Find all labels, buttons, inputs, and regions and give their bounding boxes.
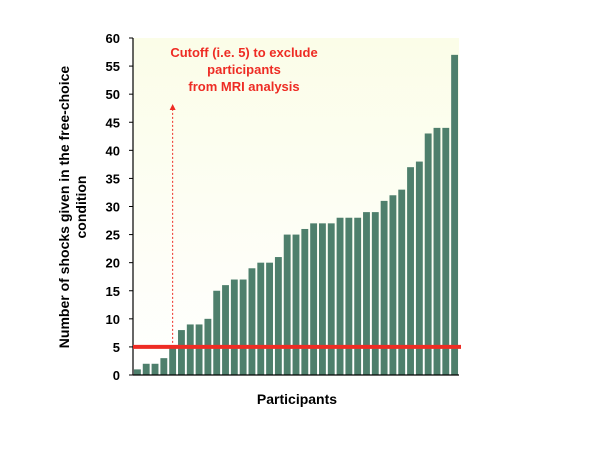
bar-27 <box>363 212 370 375</box>
bar-29 <box>380 200 388 375</box>
bar-32 <box>407 167 414 375</box>
y-tick-label-10: 10 <box>106 312 120 327</box>
y-tick-label-60: 60 <box>106 31 120 46</box>
bar-12 <box>230 279 238 375</box>
y-axis-ticks: 0 5 10 15 20 25 30 35 40 45 50 55 60 <box>106 31 133 383</box>
y-tick-label-0: 0 <box>113 368 120 383</box>
y-tick-label-55: 55 <box>106 59 120 74</box>
bar-35 <box>433 127 441 376</box>
bar-26 <box>354 217 362 375</box>
bar-22 <box>319 223 326 375</box>
bar-17 <box>274 257 282 375</box>
bar-20 <box>301 228 309 375</box>
bar-7 <box>186 324 194 375</box>
y-axis-title-line-1: Number of shocks given in the free-choic… <box>56 66 72 349</box>
bar-18 <box>283 234 291 375</box>
bar-31 <box>398 189 406 375</box>
cutoff-annotation-line-1: Cutoff (i.e. 5) to exclude <box>170 45 317 60</box>
y-tick-label-45: 45 <box>106 115 120 130</box>
y-tick-label-50: 50 <box>106 87 120 102</box>
bar-1 <box>133 369 141 375</box>
bar-5 <box>169 346 177 375</box>
bar-4 <box>160 358 168 375</box>
y-axis-title-line-2: condition <box>73 176 89 239</box>
bar-19 <box>292 234 300 375</box>
bar-37 <box>451 54 459 375</box>
x-axis-title: Participants <box>257 391 337 407</box>
y-tick-label-20: 20 <box>106 256 120 271</box>
y-tick-label-15: 15 <box>106 284 120 299</box>
bar-8 <box>195 324 203 375</box>
bar-3 <box>151 363 159 375</box>
y-tick-label-5: 5 <box>113 340 120 355</box>
bar-11 <box>222 285 229 375</box>
bar-30 <box>389 195 397 375</box>
bar-6 <box>178 330 185 375</box>
bar-36 <box>442 127 450 376</box>
y-tick-label-25: 25 <box>106 228 120 243</box>
bar-23 <box>327 223 335 375</box>
bar-10 <box>213 290 221 375</box>
bar-28 <box>371 212 379 375</box>
bar-15 <box>257 262 265 375</box>
cutoff-annotation-line-2: participants <box>207 62 281 77</box>
y-tick-label-40: 40 <box>106 143 120 158</box>
bar-13 <box>239 279 247 375</box>
bar-25 <box>345 217 353 375</box>
cutoff-arrowhead <box>169 104 176 110</box>
cutoff-annotation-line-3: from MRI analysis <box>188 79 299 94</box>
bar-34 <box>424 133 432 375</box>
y-tick-label-30: 30 <box>106 200 120 215</box>
bars-group <box>133 54 459 376</box>
bar-21 <box>310 223 318 375</box>
bar-24 <box>336 217 344 375</box>
bar-16 <box>266 262 273 375</box>
y-tick-label-35: 35 <box>106 171 120 186</box>
bar-2 <box>142 363 150 375</box>
bar-33 <box>415 161 423 375</box>
bar-14 <box>248 268 256 375</box>
